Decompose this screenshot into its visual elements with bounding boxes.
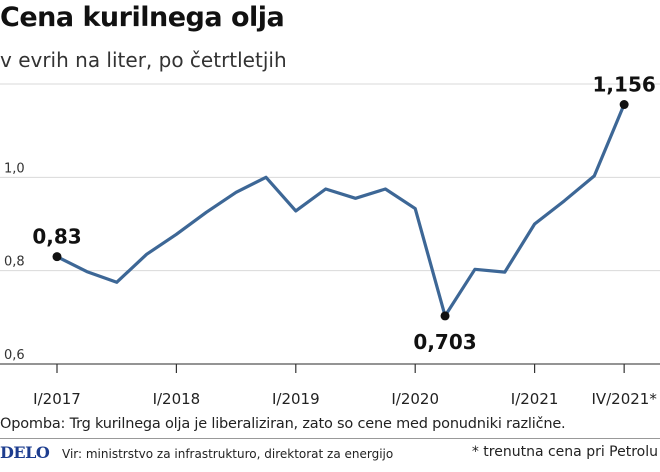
y-tick-label: 1,0: [4, 161, 25, 176]
data-point-marker: [440, 311, 450, 321]
data-label: 0,83: [32, 225, 81, 249]
chart-note: Opomba: Trg kurilnega olja je liberalizi…: [0, 416, 566, 432]
x-tick-label: I/2018: [153, 390, 201, 408]
delo-logo: DELO: [0, 443, 50, 462]
x-tick-label: I/2021: [511, 390, 559, 408]
series-line: [55, 102, 626, 318]
data-label: 1,156: [593, 73, 656, 97]
price-line: [55, 102, 626, 318]
grid-lines: [0, 83, 660, 365]
data-point-marker: [619, 100, 629, 110]
source-text: Vir: ministrstvo za infrastrukturo, dire…: [62, 447, 394, 461]
data-point-marker: [52, 252, 62, 262]
line-chart: 0,6 0,8 1,0 I/2017 I/2018 I/2019 I/2020 I/2021…: [0, 73, 660, 408]
y-tick-labels: 0,6 0,8 1,0: [4, 161, 25, 363]
chart-subtitle: v evrih na liter, po četrtletjih: [0, 48, 287, 72]
x-ticks: I/2017 I/2018 I/2019 I/2020 I/2021 IV/2021*: [33, 364, 657, 408]
y-tick-label: 0,6: [4, 348, 25, 363]
x-tick-label: I/2019: [272, 390, 320, 408]
chart-title: Cena kurilnega olja: [0, 2, 285, 33]
footer-divider: [0, 438, 660, 439]
footnote-text: * trenutna cena pri Petrolu: [471, 444, 658, 460]
x-tick-label: I/2020: [391, 390, 439, 408]
annotations: 0,83 0,703 1,156: [32, 73, 655, 354]
data-label: 0,703: [413, 330, 476, 354]
x-tick-label: I/2017: [33, 390, 81, 408]
x-tick-label: IV/2021*: [591, 390, 657, 408]
y-tick-label: 0,8: [4, 255, 25, 270]
